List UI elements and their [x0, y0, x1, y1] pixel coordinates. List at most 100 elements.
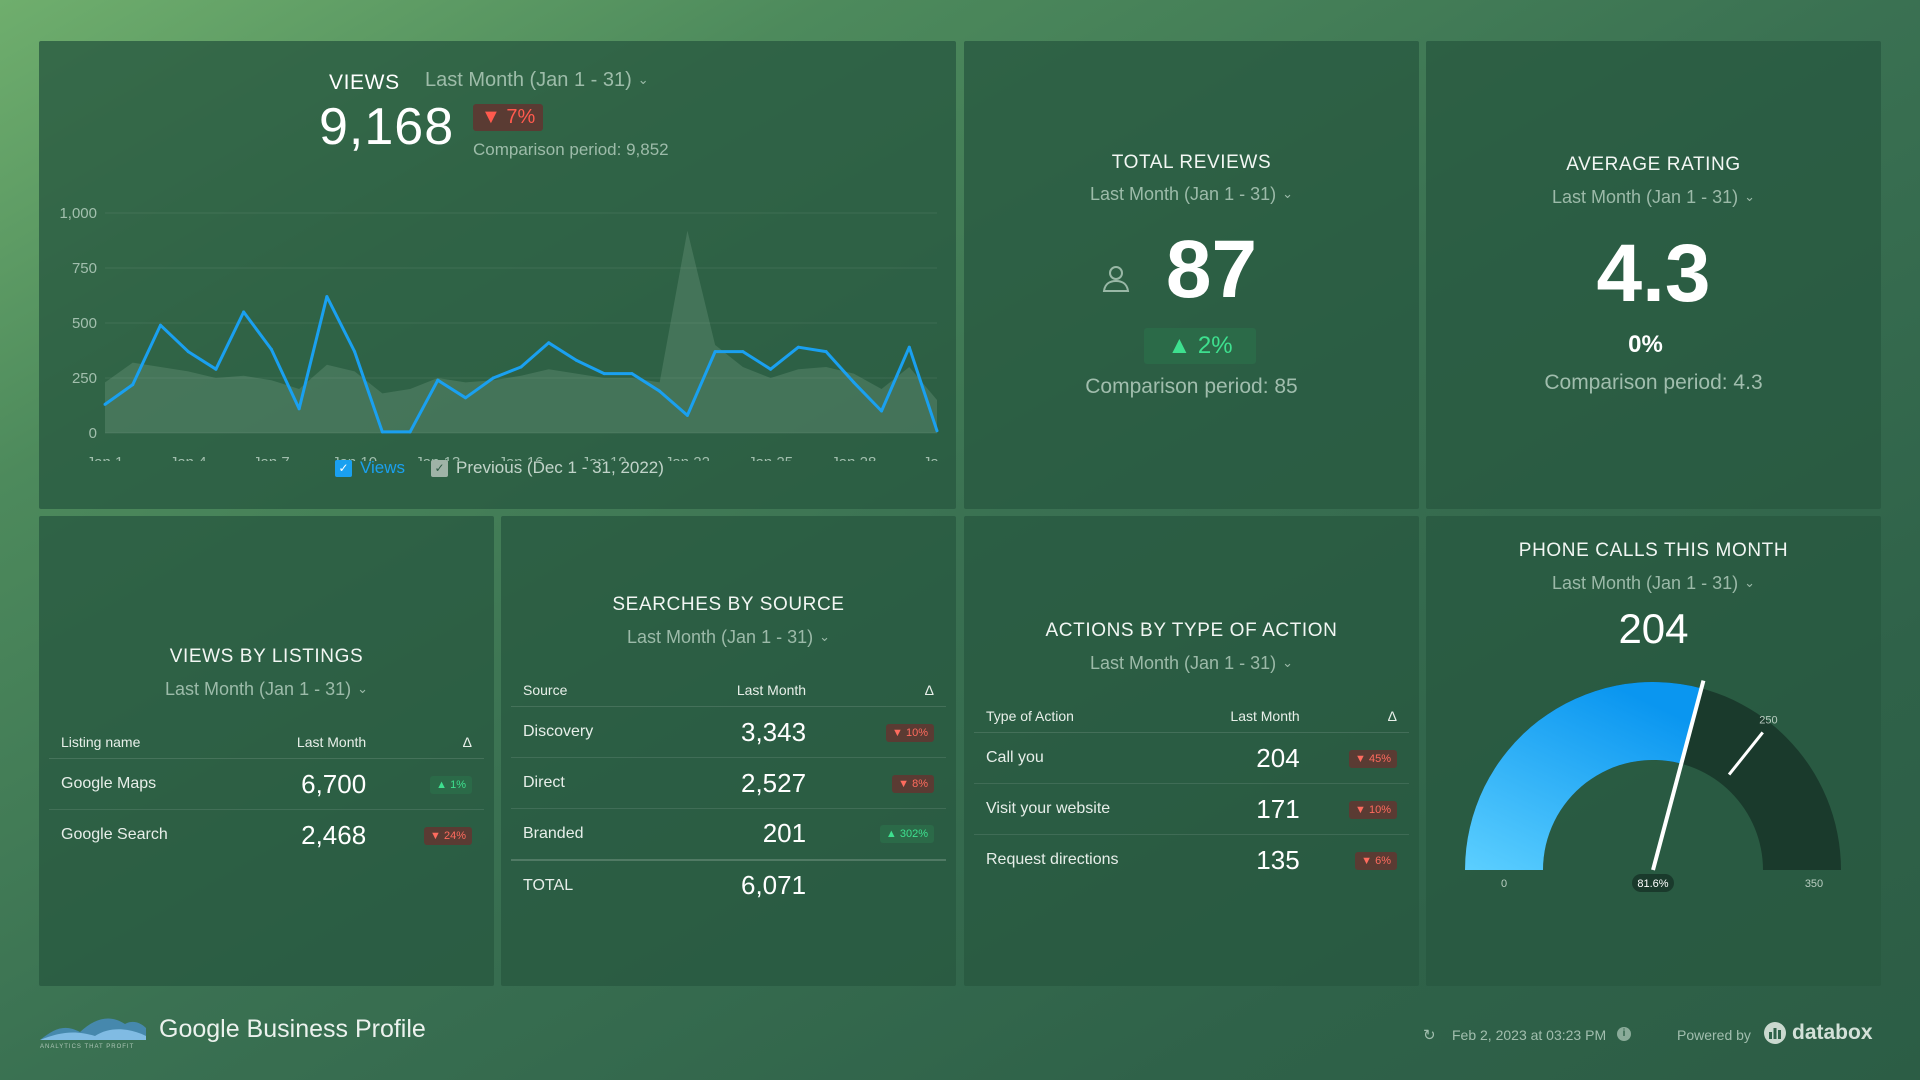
table-row[interactable]: Request directions 135 ▼ 6% — [974, 835, 1409, 886]
views-change-badge: ▼ 7% — [473, 104, 544, 131]
table-row[interactable]: Discovery 3,343 ▼ 10% — [511, 706, 946, 758]
chart-point — [769, 367, 773, 371]
delta-badge-down: ▼ 6% — [1355, 851, 1397, 870]
table-row[interactable]: Google Maps 6,700 ▲ 1% — [49, 758, 484, 810]
chevron-down-icon: ⌄ — [1282, 186, 1293, 201]
chart-point — [547, 341, 551, 345]
phone-calls-period-dropdown[interactable]: Last Month (Jan 1 - 31) ⌄ — [1426, 573, 1881, 594]
triangle-down-icon: ▼ — [481, 106, 501, 128]
chart-point — [436, 378, 440, 382]
row-value: 204 — [1185, 732, 1312, 784]
table-header-row: Listing name Last Month Δ — [49, 734, 484, 759]
views-period-dropdown[interactable]: Last Month (Jan 1 - 31) ⌄ — [425, 69, 649, 92]
legend-item-views[interactable]: ✓ Views — [335, 458, 405, 478]
legend-item-previous[interactable]: ✓ Previous (Dec 1 - 31, 2022) — [431, 458, 664, 478]
refresh-icon[interactable]: ↻ — [1423, 1027, 1436, 1044]
total-empty-cell — [818, 860, 946, 911]
total-reviews-change-badge: ▲ 2% — [1144, 328, 1256, 364]
column-header-delta: Δ — [378, 734, 484, 759]
checkbox-checked-icon: ✓ — [335, 459, 352, 477]
table-row[interactable]: Google Search 2,468 ▼ 24% — [49, 810, 484, 861]
views-comparison: Comparison period: 9,852 — [473, 140, 669, 159]
average-rating-value: 4.3 — [1596, 228, 1711, 319]
chart-x-tick-label: Jan 16 — [498, 454, 543, 461]
last-updated-timestamp: Feb 2, 2023 at 03:23 PM — [1452, 1027, 1607, 1043]
table-row[interactable]: Visit your website 171 ▼ 10% — [974, 783, 1409, 835]
row-delta-value: 10% — [1368, 803, 1391, 816]
table-row[interactable]: Branded 201 ▲ 302% — [511, 808, 946, 861]
chart-point — [741, 350, 745, 354]
chart-point — [380, 430, 384, 434]
row-delta-cell: ▼ 6% — [1312, 835, 1409, 886]
row-delta-value: 8% — [912, 777, 928, 790]
chart-y-tick-label: 0 — [89, 425, 97, 442]
actions-by-type-period-dropdown[interactable]: Last Month (Jan 1 - 31) ⌄ — [964, 653, 1419, 674]
searches-by-source-period-dropdown[interactable]: Last Month (Jan 1 - 31) ⌄ — [501, 627, 956, 648]
triangle-up-icon: ▲ — [1167, 332, 1192, 359]
table-row[interactable]: Direct 2,527 ▼ 8% — [511, 757, 946, 809]
chart-point — [353, 350, 357, 354]
row-label: Google Maps — [49, 758, 242, 810]
gauge-target-label: 250 — [1759, 715, 1777, 727]
gauge-max-label: 350 — [1805, 878, 1823, 890]
chevron-down-icon: ⌄ — [1744, 575, 1755, 590]
chart-y-tick-label: 250 — [72, 370, 97, 387]
column-header-listing-name: Listing name — [49, 734, 242, 759]
row-delta-cell: ▼ 45% — [1311, 732, 1409, 784]
delta-badge-up: ▲ 302% — [879, 825, 934, 844]
user-icon — [1102, 266, 1130, 292]
chart-y-tick-label: 750 — [72, 260, 97, 277]
databox-logo-icon — [1764, 1022, 1786, 1044]
table-total-row: TOTAL 6,071 — [511, 860, 946, 911]
delta-badge-down: ▼ 24% — [424, 826, 472, 845]
chevron-down-icon: ⌄ — [1282, 655, 1293, 670]
row-value: 135 — [1256, 844, 1300, 875]
databox-logo-link[interactable]: databox — [1764, 1021, 1873, 1045]
chart-point — [464, 396, 468, 400]
searches-by-source-title: SEARCHES BY SOURCE — [612, 594, 845, 615]
chart-y-tick-label: 500 — [72, 315, 97, 332]
total-reviews-panel: TOTAL REVIEWS Last Month (Jan 1 - 31) ⌄ 8… — [964, 41, 1419, 509]
views-title: VIEWS — [329, 71, 400, 94]
column-header-delta: Δ — [1311, 708, 1409, 733]
row-label: Request directions — [986, 851, 1119, 869]
row-delta-value: 1% — [450, 778, 466, 791]
footer: ANALYTICS THAT PROFIT Google Business Pr… — [0, 1000, 1920, 1080]
views-line-chart: 1,000 750 500 250 0 Jan 1 Jan 4 Jan 7 Jan 10 Jan … — [59, 205, 951, 461]
chart-point — [880, 409, 884, 413]
column-header-last-month: Last Month — [241, 734, 379, 759]
gauge-percent-badge — [1632, 874, 1674, 892]
row-value: 201 — [665, 808, 819, 861]
row-delta-value: 24% — [443, 829, 466, 842]
row-delta-cell: ▼ 10% — [818, 706, 946, 758]
average-rating-comparison: Comparison period: 4.3 — [1544, 371, 1763, 394]
databox-brand: databox — [1792, 1021, 1873, 1044]
average-rating-change: 0% — [1628, 331, 1663, 358]
chart-point — [796, 345, 800, 349]
views-period-label: Last Month (Jan 1 - 31) — [425, 69, 632, 91]
chart-point — [519, 365, 523, 369]
chart-point — [131, 383, 135, 387]
chart-point — [713, 350, 717, 354]
chevron-down-icon: ⌄ — [1744, 189, 1755, 204]
gauge-percent-label: 81.6% — [1637, 878, 1668, 890]
row-value: 3,343 — [665, 706, 819, 758]
average-rating-period-dropdown[interactable]: Last Month (Jan 1 - 31) ⌄ — [1426, 187, 1881, 208]
row-label: Discovery — [511, 706, 666, 758]
brand-logo-icon — [40, 1018, 146, 1040]
column-header-type-of-action: Type of Action — [974, 708, 1186, 733]
total-reviews-change-value: 2% — [1197, 332, 1233, 359]
total-reviews-period-dropdown[interactable]: Last Month (Jan 1 - 31) ⌄ — [964, 184, 1419, 205]
chart-point — [158, 323, 162, 327]
row-delta-cell: ▲ 302% — [818, 808, 946, 861]
gauge-target-marker — [1727, 731, 1764, 776]
views-legend: ✓ Views ✓ Previous (Dec 1 - 31, 2022) — [335, 458, 664, 478]
info-icon[interactable]: i — [1617, 1027, 1631, 1041]
views-change-value: 7% — [506, 106, 536, 128]
chart-point — [658, 389, 662, 393]
views-by-listings-period-dropdown[interactable]: Last Month (Jan 1 - 31) ⌄ — [39, 679, 494, 700]
chart-x-tick-label: Jan 13 — [415, 454, 460, 461]
row-label: Branded — [511, 808, 666, 861]
views-by-listings-period-label: Last Month (Jan 1 - 31) — [165, 679, 352, 699]
table-row[interactable]: Call you 204 ▼ 45% — [974, 732, 1409, 784]
